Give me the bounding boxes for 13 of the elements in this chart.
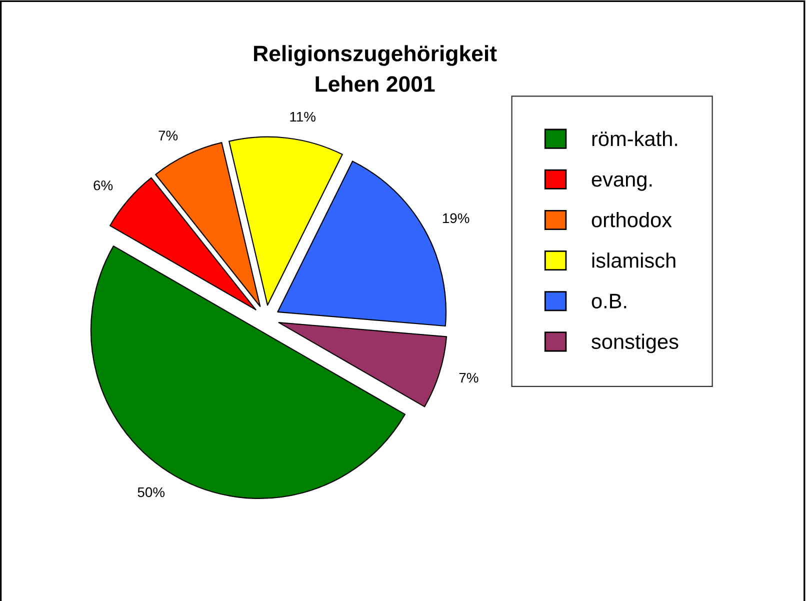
legend-label: o.B. [592, 294, 626, 308]
legend-label: röm-kath. [592, 130, 678, 146]
legend-label: evang. [592, 175, 652, 191]
legend-label: orthodox [592, 212, 672, 228]
legend-label: islamisch [592, 252, 676, 268]
data-label: 7% [459, 372, 478, 383]
chart-title: Religionszugehörigkeit Lehen 2001 [254, 45, 497, 92]
legend-label: sonstiges [592, 334, 678, 354]
data-label: 50% [138, 487, 165, 498]
data-label: 11% [290, 112, 316, 122]
data-label: 6% [94, 180, 113, 190]
data-label: 7% [158, 130, 178, 140]
data-label: 19% [442, 213, 470, 224]
